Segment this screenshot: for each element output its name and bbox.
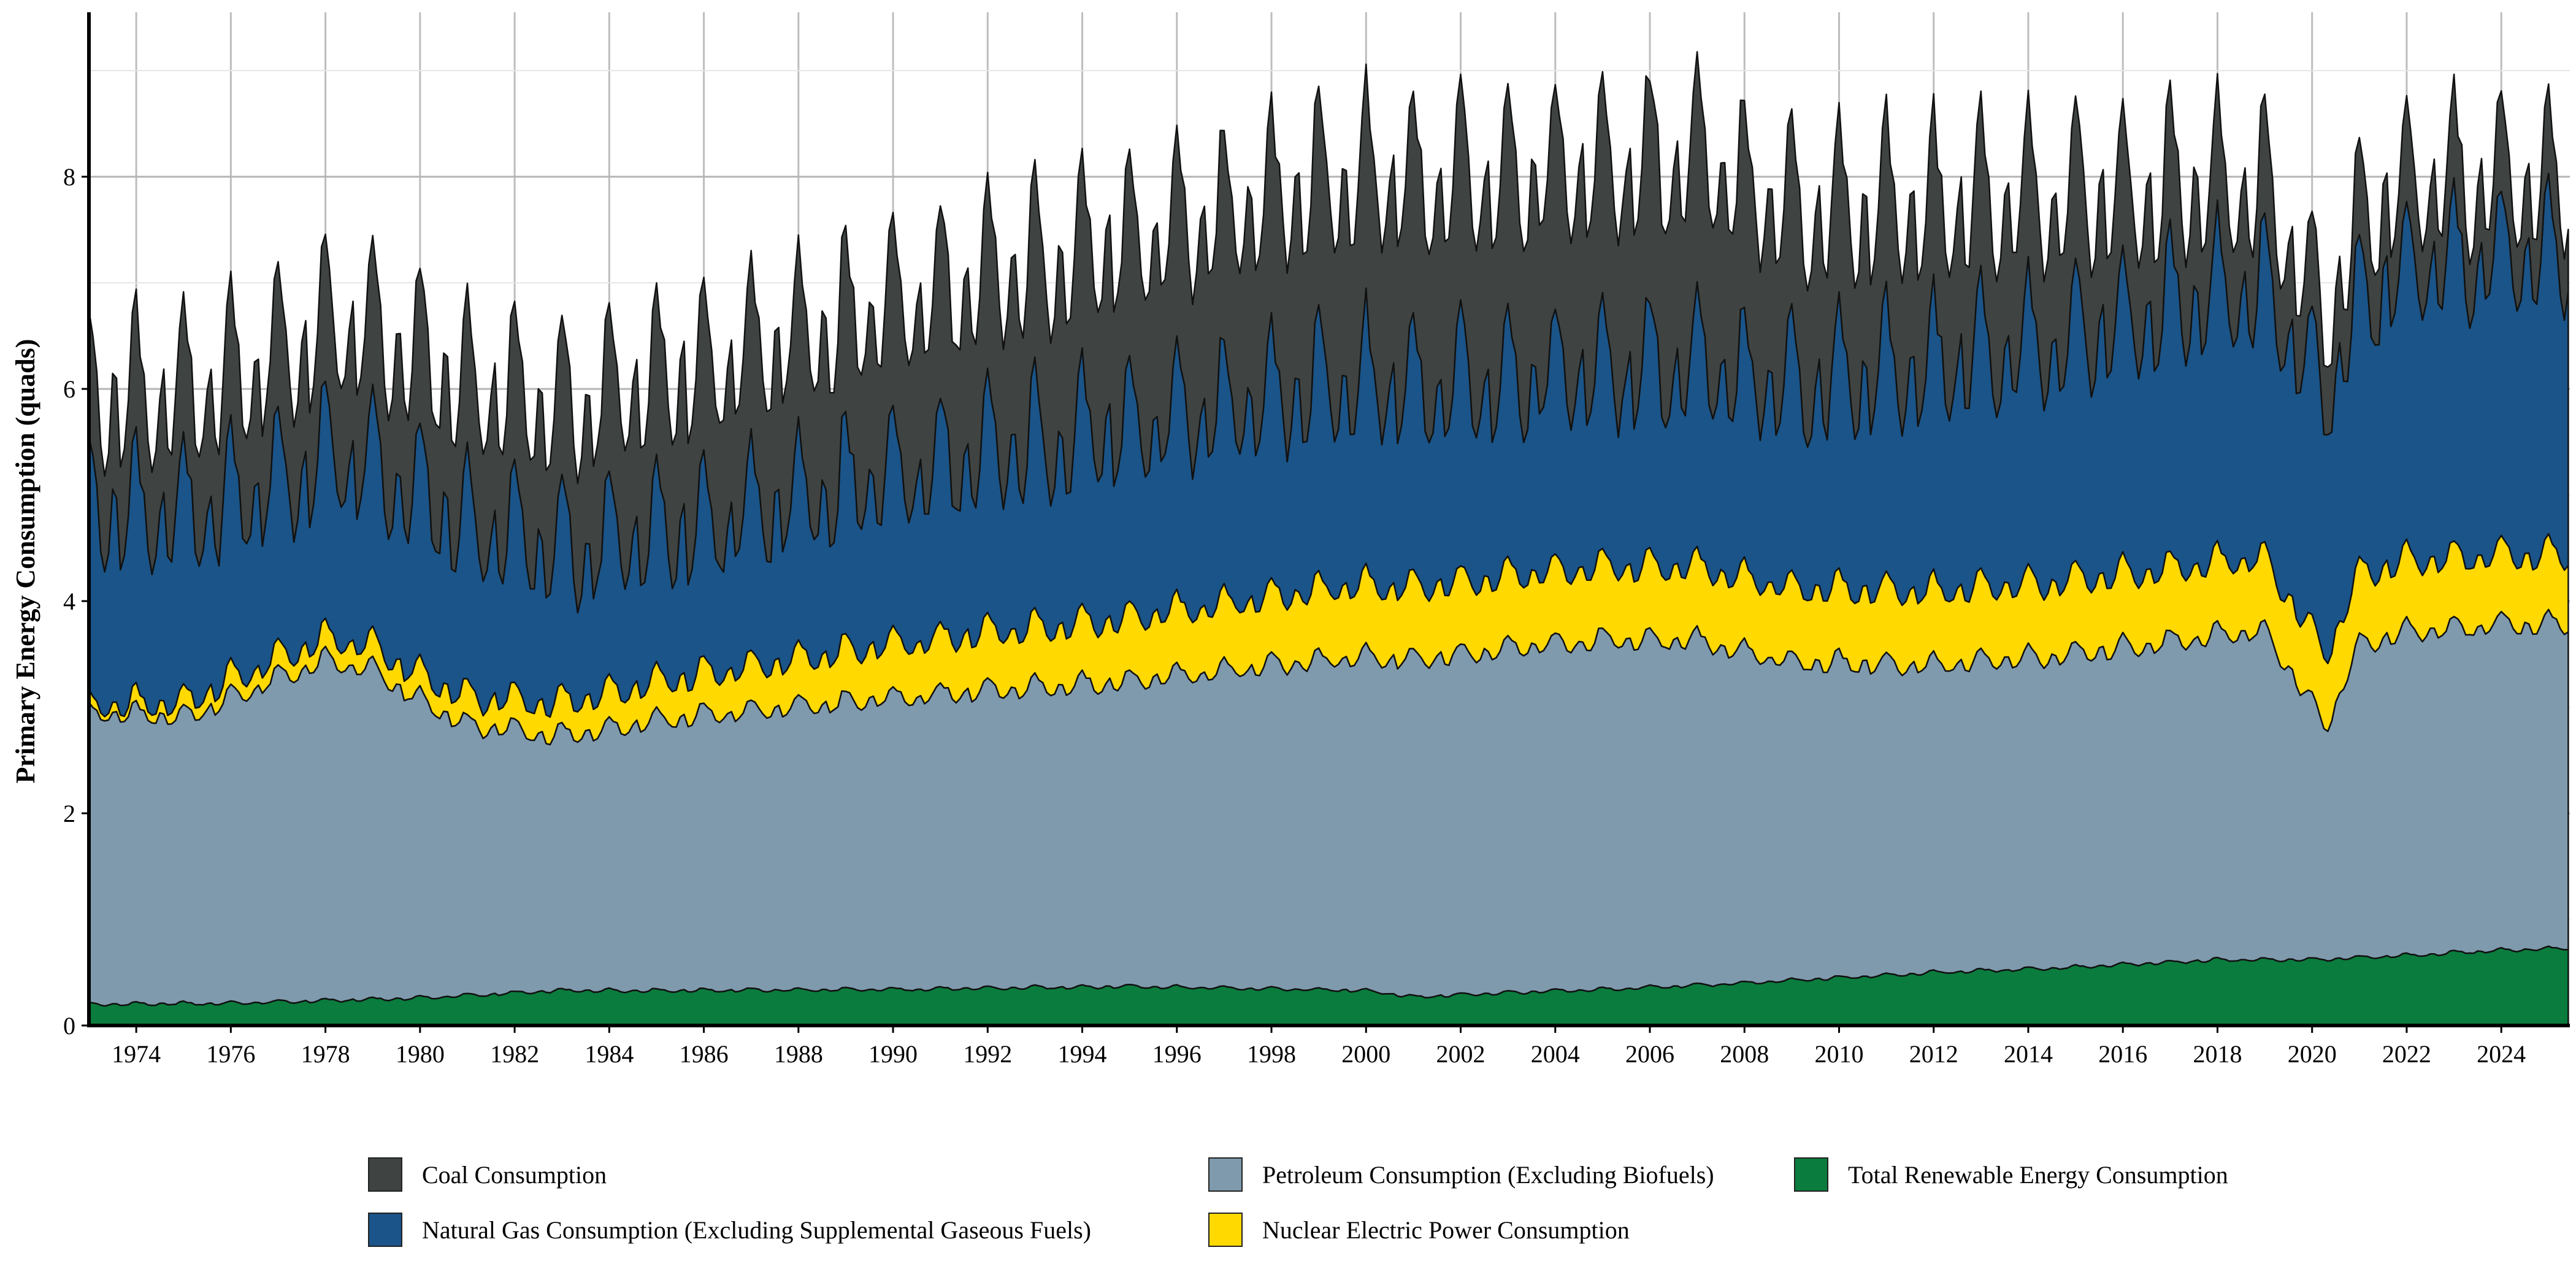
x-tick-label: 1980 (396, 1040, 445, 1068)
axes (87, 12, 2570, 1027)
x-tick-label: 1992 (963, 1040, 1012, 1068)
x-tick-label: 1976 (206, 1040, 255, 1068)
x-tick-label: 2002 (1436, 1040, 1485, 1068)
x-tick-label: 2022 (2382, 1040, 2431, 1068)
x-tick-label: 2024 (2477, 1040, 2526, 1068)
x-tick-label: 2012 (1909, 1040, 1958, 1068)
legend-item-coal: Coal Consumption (368, 1153, 607, 1196)
x-tick-label: 2018 (2193, 1040, 2242, 1068)
x-tick-label: 2014 (2004, 1040, 2053, 1068)
legend-swatch-nuclear (1208, 1213, 1243, 1247)
x-tick-label: 1996 (1152, 1040, 1202, 1068)
legend-swatch-petroleum (1208, 1157, 1243, 1192)
legend-swatch-coal (368, 1157, 402, 1192)
x-tick-label: 1998 (1247, 1040, 1296, 1068)
x-tick-label: 2004 (1531, 1040, 1580, 1068)
y-axis-ticks: 0 2 4 6 8 (63, 163, 89, 1040)
x-tick-label: 2008 (1720, 1040, 1769, 1068)
y-axis-title: Primary Energy Consumption (quads) (10, 339, 40, 784)
x-axis-ticks: 1974 1976 1978 1980 1982 1984 1986 1988 1990 1992… (112, 1025, 2526, 1068)
x-tick-label: 2016 (2098, 1040, 2147, 1068)
x-tick-label: 1990 (868, 1040, 918, 1068)
legend-item-petroleum: Petroleum Consumption (Excluding Biofuel… (1208, 1153, 1714, 1196)
x-tick-label: 1986 (680, 1040, 729, 1068)
x-tick-label: 1982 (490, 1040, 539, 1068)
x-tick-label: 2000 (1341, 1040, 1390, 1068)
legend-swatch-renewable (1794, 1157, 1828, 1192)
x-tick-label: 1984 (585, 1040, 634, 1068)
x-tick-label: 1978 (301, 1040, 350, 1068)
legend-item-renewable: Total Renewable Energy Consumption (1794, 1153, 2228, 1196)
y-tick-label: 2 (63, 800, 75, 827)
legend-label-nuclear: Nuclear Electric Power Consumption (1262, 1216, 1630, 1244)
legend-item-nuclear: Nuclear Electric Power Consumption (1208, 1208, 1630, 1251)
x-tick-label: 2010 (1814, 1040, 1863, 1068)
x-tick-label: 1994 (1058, 1040, 1107, 1068)
y-tick-label: 0 (63, 1012, 75, 1040)
y-tick-label: 6 (63, 375, 75, 403)
y-tick-label: 4 (63, 588, 75, 615)
legend-label-petroleum: Petroleum Consumption (Excluding Biofuel… (1262, 1160, 1714, 1189)
x-tick-label: 1988 (774, 1040, 823, 1068)
x-tick-label: 2006 (1625, 1040, 1674, 1068)
area-series (88, 51, 2569, 1027)
legend-label-natural-gas: Natural Gas Consumption (Excluding Suppl… (422, 1216, 1091, 1244)
legend-label-coal: Coal Consumption (422, 1160, 607, 1189)
legend-swatch-natural-gas (368, 1213, 402, 1247)
legend-label-renewable: Total Renewable Energy Consumption (1848, 1160, 2228, 1189)
x-tick-label: 1974 (112, 1040, 161, 1068)
y-tick-label: 8 (63, 163, 75, 191)
legend: Coal Consumption Natural Gas Consumption… (368, 1153, 2453, 1276)
series-area-coal (88, 51, 2569, 614)
legend-item-natural-gas: Natural Gas Consumption (Excluding Suppl… (368, 1208, 1091, 1251)
x-tick-label: 2020 (2288, 1040, 2337, 1068)
